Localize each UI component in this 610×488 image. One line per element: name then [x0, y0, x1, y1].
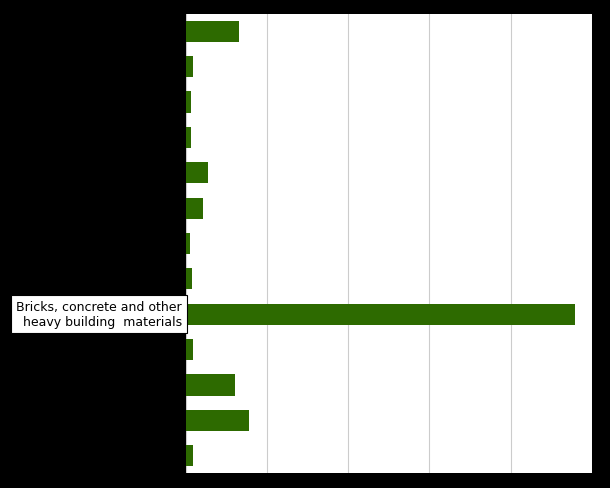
- Bar: [186, 233, 190, 255]
- Bar: [186, 163, 209, 184]
- Bar: [186, 198, 203, 219]
- Text: Bricks, concrete and other
heavy building  materials: Bricks, concrete and other heavy buildin…: [16, 301, 182, 328]
- Bar: [186, 339, 193, 361]
- Bar: [186, 57, 193, 78]
- Bar: [186, 375, 235, 396]
- Bar: [186, 92, 191, 113]
- Bar: [186, 304, 575, 325]
- Bar: [186, 127, 191, 149]
- Bar: [186, 21, 239, 43]
- Bar: [186, 445, 193, 467]
- Bar: [186, 410, 249, 431]
- Bar: [186, 269, 192, 290]
